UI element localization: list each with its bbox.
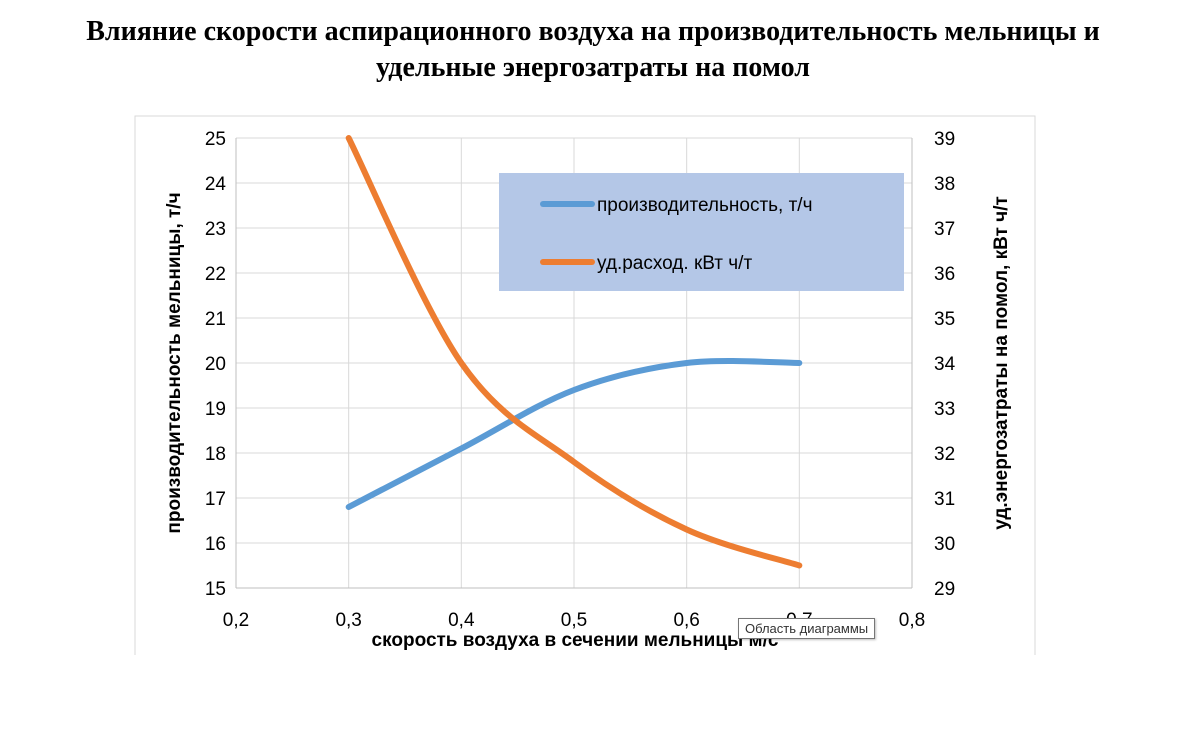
legend[interactable]: производительность, т/ч уд.расход. кВт ч/… [499,173,904,291]
y-right-tick-label: 30 [934,534,955,555]
y-right-tick-label: 29 [934,579,955,600]
y-left-tick-label: 24 [205,174,227,195]
chart-area-border [134,115,1036,655]
x-tick-label: 0,5 [561,610,587,631]
x-axis-title: скорость воздуха в сечении мельницы м/с [372,630,779,651]
y-left-tick-label: 19 [205,399,226,420]
x-tick-label: 0,4 [448,610,475,631]
y-left-tick-label: 20 [205,354,226,375]
legend-box [499,173,904,291]
y-right-tick-label: 36 [934,264,955,285]
x-tick-label: 0,3 [335,610,361,631]
y-right-tick-label: 32 [934,444,955,465]
series [345,135,803,569]
y-right-tick-label: 38 [934,174,955,195]
chart-title-line-2: удельные энергозатраты на помол [376,52,810,83]
y-left-tick-label: 18 [205,444,226,465]
y-axis-right-title: уд.энергозатраты на помол, кВт ч/т [991,196,1012,530]
chart-title-line-1: Влияние скорости аспирационного воздуха … [86,16,1100,47]
chart-area-tooltip: Область диаграммы [738,618,876,639]
axes [235,138,913,589]
x-tick-label: 0,2 [223,610,249,631]
axis-labels: 0,20,30,40,50,60,70,81529163017311832193… [164,129,1012,651]
chart-frame [134,115,1036,655]
y-left-tick-label: 25 [205,129,226,150]
x-tick-label: 0,6 [673,610,699,631]
y-right-tick-label: 31 [934,489,955,510]
y-left-tick-label: 21 [205,309,226,330]
y-axis-left-title: производительность мельницы, т/ч [164,192,185,533]
series-line-2 [345,135,803,569]
y-right-tick-label: 37 [934,219,955,240]
x-tick-label: 0,8 [899,610,925,631]
y-left-tick-label: 15 [205,579,226,600]
y-left-tick-label: 22 [205,264,226,285]
series-line-1 [345,358,803,510]
legend-label-1: производительность, т/ч [597,195,813,216]
legend-label-2: уд.расход. кВт ч/т [597,253,752,274]
y-right-tick-label: 39 [934,129,955,150]
y-right-tick-label: 34 [934,354,956,375]
y-left-tick-label: 23 [205,219,226,240]
y-right-tick-label: 35 [934,309,955,330]
y-left-tick-label: 16 [205,534,226,555]
y-right-tick-label: 33 [934,399,955,420]
y-left-tick-label: 17 [205,489,226,510]
